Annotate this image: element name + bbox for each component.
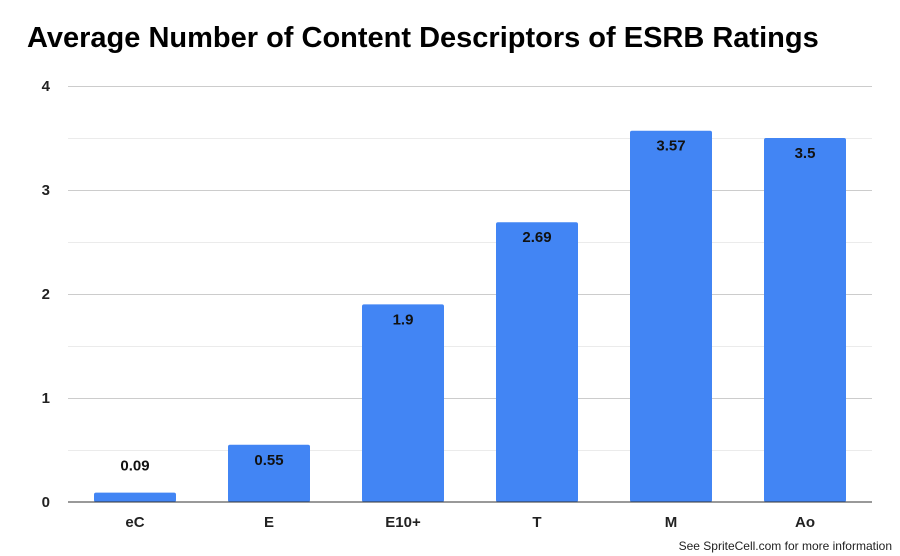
x-tick-label: Ao [795, 514, 815, 531]
bar-e10- [362, 304, 444, 502]
bar-value-label: 0.55 [254, 452, 283, 469]
y-axis-tick-labels: 0 1 2 3 4 [42, 78, 51, 511]
bar-e [228, 444, 310, 502]
footer-note: See SpriteCell.com for more information [678, 539, 892, 553]
bar-m [630, 130, 712, 502]
x-tick-label: T [532, 514, 541, 531]
bar-value-label: 3.57 [656, 138, 685, 155]
bars [94, 130, 846, 503]
chart-title: Average Number of Content Descriptors of… [27, 22, 819, 54]
bar-t [496, 222, 578, 503]
y-tick-label: 4 [42, 78, 51, 95]
bar-value-labels: 0.09 0.55 1.9 2.69 3.57 3.5 [120, 138, 815, 475]
bar-value-label: 2.69 [522, 229, 551, 246]
bar-value-label: 3.5 [795, 145, 816, 162]
bar-value-label: 1.9 [393, 311, 414, 328]
y-tick-label: 3 [42, 182, 50, 199]
x-tick-label: E [264, 514, 274, 531]
x-tick-label: M [665, 514, 678, 531]
x-tick-label: eC [125, 514, 144, 531]
bar-ec [94, 492, 176, 502]
bar-ao [764, 138, 846, 502]
gridlines [68, 86, 872, 451]
y-tick-label: 0 [42, 494, 50, 511]
y-tick-label: 1 [42, 390, 50, 407]
y-tick-label: 2 [42, 286, 50, 303]
bar-value-label: 0.09 [120, 458, 149, 475]
x-tick-label: E10+ [385, 514, 421, 531]
x-axis-tick-labels: eC E E10+ T M Ao [125, 514, 815, 531]
